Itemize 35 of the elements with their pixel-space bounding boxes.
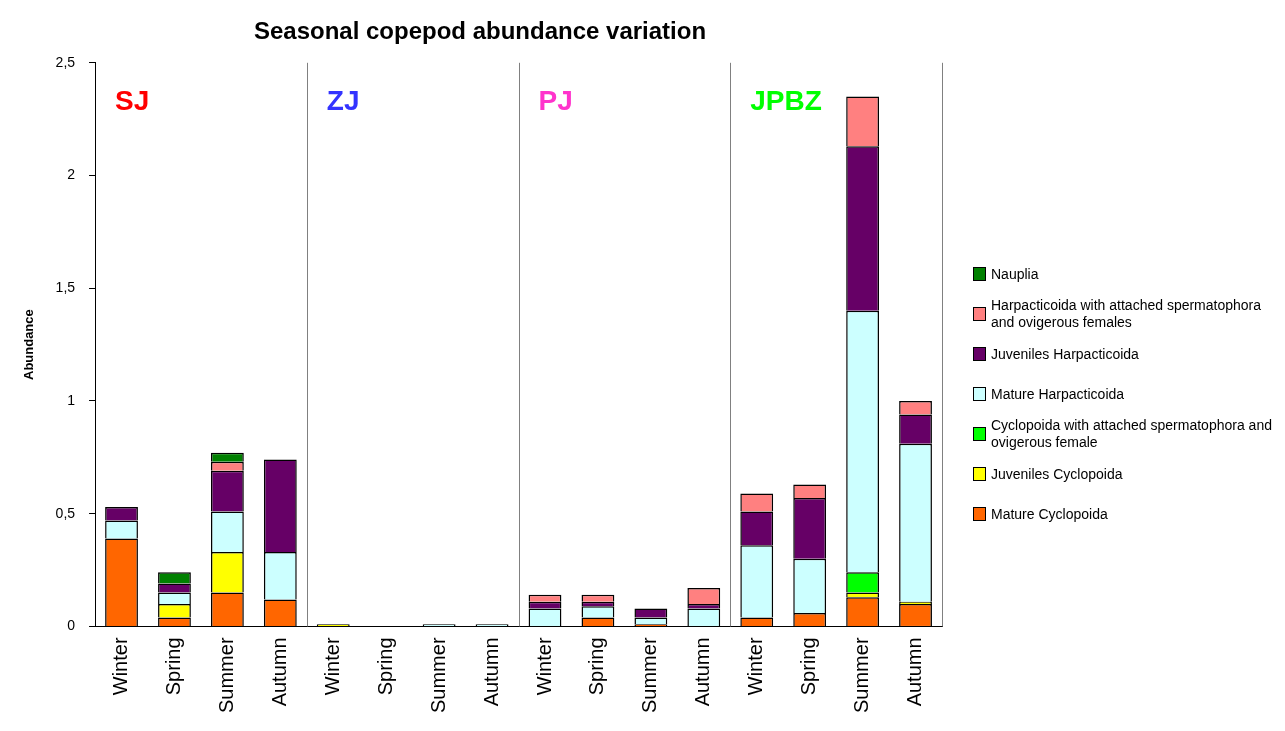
chart-title: Seasonal copepod abundance variation — [253, 17, 707, 45]
legend-label: Mature Harpacticoida — [991, 385, 1125, 403]
x-tick-label: Spring — [797, 637, 820, 696]
x-tick-label: Spring — [585, 637, 608, 696]
x-tick-label: Summer — [214, 637, 237, 714]
legend-label: Juveniles Cyclopoida — [991, 465, 1123, 483]
annotation: PJ — [538, 84, 573, 116]
x-tick-label: Winter — [109, 637, 132, 696]
y-axis-title: Abundance — [21, 309, 37, 381]
x-tick-label: Autumn — [479, 637, 502, 707]
legend-label: Mature Cyclopoida — [991, 505, 1108, 523]
y-tick-label: 0 — [67, 617, 76, 634]
legend-label: Juveniles Harpacticoida — [991, 345, 1139, 363]
x-tick-label: Summer — [850, 637, 873, 714]
x-tick-label: Autumn — [903, 637, 926, 707]
annotation: ZJ — [326, 84, 360, 116]
x-tick-label: Winter — [320, 637, 343, 696]
x-tick-label: Spring — [161, 637, 184, 696]
x-tick-label: Autumn — [267, 637, 290, 707]
x-tick-label: Summer — [426, 637, 449, 714]
annotation: SJ — [115, 84, 150, 116]
legend-label: Nauplia — [991, 265, 1039, 283]
x-tick-label: Autumn — [691, 637, 714, 707]
x-tick-label: Winter — [744, 637, 767, 696]
x-tick-label: Spring — [373, 637, 396, 696]
annotation: JPBZ — [750, 84, 822, 116]
legend-label: Harpacticoida with attached spermatophora and ovigerous females — [991, 297, 1263, 331]
y-tick-label: 1 — [67, 391, 76, 408]
y-tick-label: 2,5 — [55, 53, 76, 70]
y-tick-label: 1,5 — [55, 279, 76, 296]
legend-label: Cyclopoida with attached spermatophora and ovigerous female — [991, 417, 1273, 451]
y-tick-label: 0,5 — [55, 504, 76, 521]
y-tick-label: 2 — [67, 166, 76, 183]
x-tick-label: Winter — [532, 637, 555, 696]
x-tick-label: Summer — [638, 637, 661, 714]
